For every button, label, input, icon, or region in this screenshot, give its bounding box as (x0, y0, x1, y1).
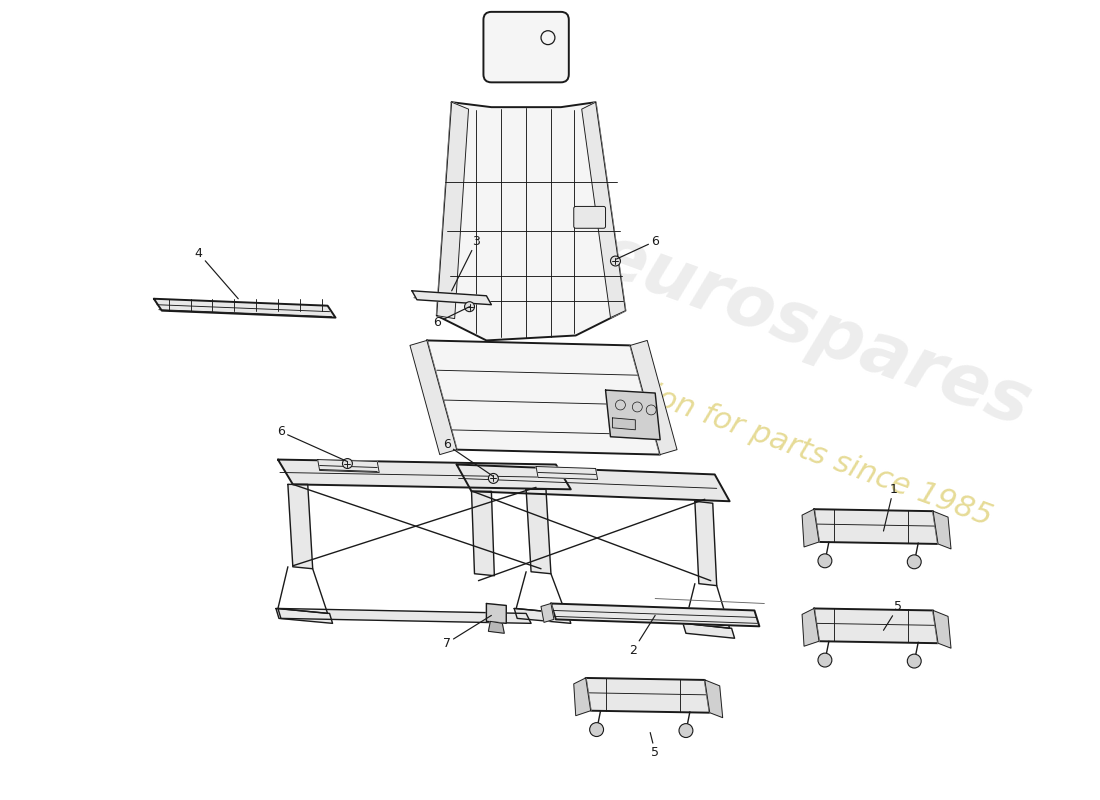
Polygon shape (582, 102, 626, 318)
Polygon shape (514, 609, 571, 623)
Polygon shape (705, 680, 723, 718)
Text: 7: 7 (442, 615, 492, 650)
Polygon shape (437, 102, 626, 341)
Polygon shape (412, 291, 492, 305)
Polygon shape (486, 603, 506, 623)
FancyBboxPatch shape (483, 12, 569, 82)
Polygon shape (613, 418, 636, 430)
Polygon shape (814, 509, 938, 544)
Circle shape (679, 724, 693, 738)
Circle shape (818, 653, 832, 667)
Text: 6: 6 (277, 426, 348, 462)
Circle shape (464, 302, 474, 312)
Polygon shape (802, 609, 820, 646)
Polygon shape (278, 609, 531, 623)
Text: 6: 6 (443, 438, 494, 477)
Polygon shape (410, 341, 456, 454)
Text: 1: 1 (883, 483, 898, 531)
Text: 6: 6 (616, 234, 659, 259)
Circle shape (818, 554, 832, 568)
Circle shape (908, 654, 921, 668)
Circle shape (590, 722, 604, 737)
Text: 3: 3 (452, 234, 481, 291)
Text: 4: 4 (195, 246, 239, 298)
Polygon shape (318, 459, 380, 473)
Polygon shape (472, 491, 494, 576)
Polygon shape (154, 298, 336, 318)
Text: 2: 2 (629, 615, 656, 657)
Polygon shape (541, 603, 554, 622)
Polygon shape (488, 622, 504, 634)
Polygon shape (695, 502, 717, 586)
FancyBboxPatch shape (574, 206, 605, 228)
Polygon shape (288, 484, 312, 569)
Circle shape (908, 555, 921, 569)
Polygon shape (427, 341, 660, 454)
Polygon shape (276, 609, 332, 623)
Text: a passion for parts since 1985: a passion for parts since 1985 (552, 347, 996, 532)
Polygon shape (437, 102, 469, 318)
Polygon shape (456, 465, 729, 502)
Circle shape (610, 256, 620, 266)
Text: 5: 5 (650, 733, 659, 759)
Polygon shape (605, 390, 660, 440)
Text: eurospares: eurospares (587, 220, 1041, 441)
Polygon shape (551, 603, 759, 626)
Polygon shape (574, 678, 591, 716)
Polygon shape (814, 609, 938, 643)
Polygon shape (630, 341, 676, 454)
Text: 5: 5 (883, 600, 902, 630)
Polygon shape (933, 511, 952, 549)
Text: 6: 6 (432, 306, 470, 329)
Circle shape (488, 474, 498, 483)
Polygon shape (683, 623, 735, 638)
Polygon shape (933, 610, 952, 648)
Polygon shape (278, 459, 571, 490)
Polygon shape (536, 466, 597, 479)
Circle shape (342, 458, 352, 469)
Polygon shape (526, 490, 551, 574)
Polygon shape (585, 678, 710, 713)
Polygon shape (802, 509, 820, 547)
